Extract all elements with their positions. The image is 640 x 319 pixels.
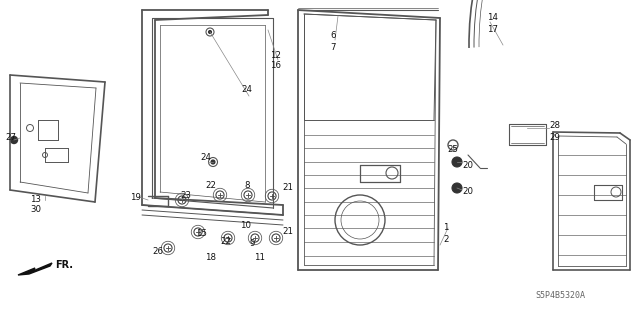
Text: 14: 14 <box>487 13 498 23</box>
Text: 6: 6 <box>330 31 335 40</box>
Text: 21: 21 <box>282 227 293 236</box>
Text: 18: 18 <box>205 254 216 263</box>
Text: 12: 12 <box>270 50 281 60</box>
Text: S5P4B5320A: S5P4B5320A <box>535 291 585 300</box>
Text: 9: 9 <box>250 240 255 249</box>
Text: 21: 21 <box>282 183 293 192</box>
Circle shape <box>209 31 211 33</box>
Text: 24: 24 <box>200 152 211 161</box>
Text: 1: 1 <box>443 224 449 233</box>
Text: 22: 22 <box>205 182 216 190</box>
Text: 20: 20 <box>462 160 473 169</box>
Text: 17: 17 <box>487 26 498 34</box>
Circle shape <box>10 137 17 144</box>
Text: 26: 26 <box>152 248 163 256</box>
Text: 30: 30 <box>30 205 41 214</box>
Text: 22: 22 <box>220 238 231 247</box>
Circle shape <box>211 160 215 164</box>
Text: 27: 27 <box>5 133 16 143</box>
Text: 24: 24 <box>241 85 252 94</box>
Text: 13: 13 <box>30 196 41 204</box>
Circle shape <box>452 157 462 167</box>
Text: 16: 16 <box>270 61 281 70</box>
Text: 25: 25 <box>447 145 458 154</box>
Polygon shape <box>18 263 52 275</box>
Text: 7: 7 <box>330 42 335 51</box>
Text: 28: 28 <box>549 121 560 130</box>
Text: 15: 15 <box>196 228 207 238</box>
Text: 8: 8 <box>244 182 250 190</box>
Text: 10: 10 <box>240 220 251 229</box>
Text: 20: 20 <box>462 188 473 197</box>
Text: 2: 2 <box>443 235 449 244</box>
Circle shape <box>452 183 462 193</box>
Text: 29: 29 <box>549 132 560 142</box>
Text: 19: 19 <box>130 192 141 202</box>
Text: FR.: FR. <box>55 260 73 270</box>
Text: 23: 23 <box>180 191 191 201</box>
Text: 11: 11 <box>254 254 265 263</box>
